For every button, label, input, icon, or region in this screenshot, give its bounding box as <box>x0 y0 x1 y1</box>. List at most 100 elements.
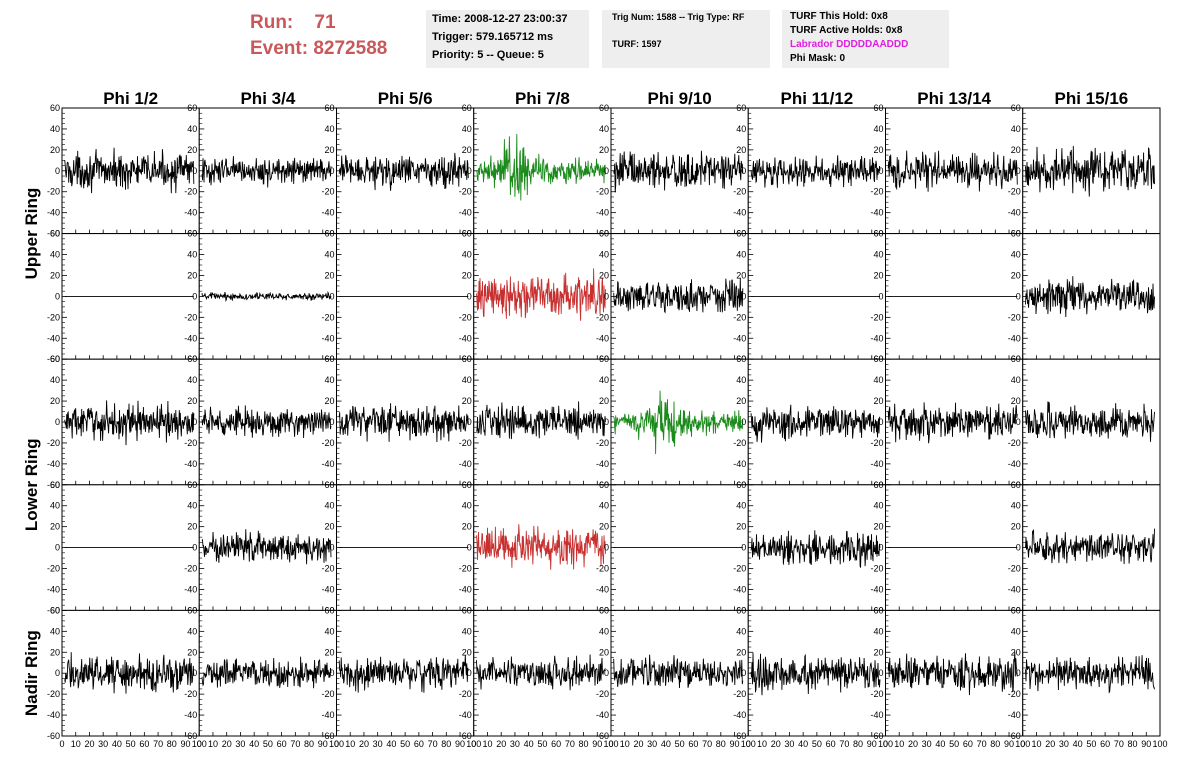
waveform-trace <box>1025 401 1155 442</box>
y-tick-label: -20 <box>1008 312 1021 322</box>
x-tick-label: 0 <box>608 739 613 749</box>
y-tick-label: -40 <box>321 584 334 594</box>
waveform-trace <box>201 156 332 188</box>
y-tick-label: 20 <box>462 270 472 280</box>
y-tick-label: -20 <box>321 187 334 197</box>
y-tick-label: 40 <box>187 250 197 260</box>
y-tick-label: 40 <box>873 375 883 385</box>
y-tick-label: 60 <box>187 354 197 364</box>
column-title: Phi 7/8 <box>515 89 570 108</box>
y-tick-label: -20 <box>1008 187 1021 197</box>
y-tick-label: -20 <box>184 438 197 448</box>
y-tick-label: -60 <box>47 229 60 239</box>
y-tick-label: 40 <box>462 501 472 511</box>
x-tick-label: 90 <box>1141 739 1151 749</box>
x-tick-label: 10 <box>345 739 355 749</box>
y-tick-label: 60 <box>1011 480 1021 490</box>
waveform-trace <box>887 150 1018 192</box>
x-tick-label: 0 <box>471 739 476 749</box>
x-tick-label: 10 <box>757 739 767 749</box>
y-tick-label: 0 <box>1016 668 1021 678</box>
y-tick-label: -20 <box>184 187 197 197</box>
x-tick-label: 30 <box>510 739 520 749</box>
y-tick-label: -40 <box>459 459 472 469</box>
y-tick-label: 60 <box>187 229 197 239</box>
priority-text: Priority: 5 -- Queue: 5 <box>432 49 544 61</box>
y-tick-label: -60 <box>733 731 746 741</box>
y-tick-label: 0 <box>329 166 334 176</box>
y-tick-label: -40 <box>47 208 60 218</box>
y-tick-label: -40 <box>459 208 472 218</box>
y-tick-label: 20 <box>873 647 883 657</box>
trig-num-text: Trig Num: 1588 -- Trig Type: RF <box>612 12 745 22</box>
x-tick-label: 20 <box>908 739 918 749</box>
y-tick-label: 60 <box>324 480 334 490</box>
x-tick-label: 50 <box>400 739 410 749</box>
y-tick-label: -40 <box>47 459 60 469</box>
event-line: Event: 8272588 <box>250 36 420 62</box>
x-tick-label: 70 <box>977 739 987 749</box>
y-tick-label: 20 <box>462 522 472 532</box>
y-tick-label: 60 <box>462 480 472 490</box>
y-tick-label: -20 <box>1008 438 1021 448</box>
y-tick-label: -20 <box>870 438 883 448</box>
y-tick-label: -20 <box>47 312 60 322</box>
y-tick-label: -40 <box>459 333 472 343</box>
y-tick-label: 0 <box>467 543 472 553</box>
waveform-trace <box>887 651 1018 696</box>
y-tick-label: 20 <box>873 396 883 406</box>
column-title: Phi 3/4 <box>240 89 295 108</box>
y-tick-label: -20 <box>184 689 197 699</box>
x-tick-label: 70 <box>839 739 849 749</box>
y-tick-label: -40 <box>47 710 60 720</box>
y-tick-label: 60 <box>736 480 746 490</box>
y-tick-label: -40 <box>733 459 746 469</box>
y-tick-label: 20 <box>1011 270 1021 280</box>
y-tick-label: 60 <box>324 354 334 364</box>
y-tick-label: 40 <box>1011 501 1021 511</box>
y-tick-label: 20 <box>462 145 472 155</box>
y-tick-label: 60 <box>50 229 60 239</box>
x-tick-label: 50 <box>1086 739 1096 749</box>
labrador-text: Labrador DDDDDAADDD <box>790 39 909 50</box>
y-tick-label: 60 <box>462 354 472 364</box>
run-label: Run: <box>250 12 294 33</box>
x-tick-label: 90 <box>867 739 877 749</box>
x-tick-label: 60 <box>551 739 561 749</box>
x-tick-label: 20 <box>359 739 369 749</box>
y-tick-label: 40 <box>462 250 472 260</box>
turf-active-holds-text: TURF Active Holds: 0x8 <box>790 25 903 36</box>
x-tick-label: 0 <box>1020 739 1025 749</box>
y-tick-label: -60 <box>184 731 197 741</box>
y-tick-label: 0 <box>467 166 472 176</box>
y-tick-label: -20 <box>596 312 609 322</box>
turf-info-box: TURF This Hold: 0x8 TURF Active Holds: 0… <box>782 10 949 68</box>
x-tick-label: 60 <box>277 739 287 749</box>
y-tick-label: -20 <box>596 689 609 699</box>
x-tick-label: 70 <box>1114 739 1124 749</box>
y-tick-label: -40 <box>733 208 746 218</box>
y-tick-label: 40 <box>1011 626 1021 636</box>
y-tick-label: 0 <box>55 291 60 301</box>
y-tick-label: -40 <box>870 208 883 218</box>
waveform-trace <box>201 529 332 565</box>
y-tick-label: 20 <box>324 647 334 657</box>
y-tick-label: 40 <box>599 250 609 260</box>
y-tick-label: 20 <box>324 522 334 532</box>
x-tick-label: 20 <box>222 739 232 749</box>
y-tick-label: 40 <box>187 124 197 134</box>
